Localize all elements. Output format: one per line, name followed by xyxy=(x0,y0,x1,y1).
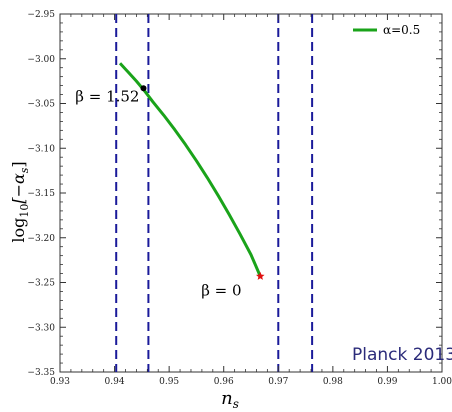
x-tick-label: 0.97 xyxy=(268,377,288,387)
x-axis-label: ns xyxy=(221,388,239,411)
beta-annotation: β = 0 xyxy=(201,282,241,300)
x-tick-label: 0.96 xyxy=(214,377,234,387)
chart-frame-layer xyxy=(59,13,443,373)
plot-frame xyxy=(59,13,443,373)
ticks-layer: 0.93 0.94 0.95 0.96 0.97 0.98 0.99 1.00 −3.35 −3.… xyxy=(27,10,452,387)
y-axis-label: log10[−αs] xyxy=(9,161,31,242)
y-tick-label: −3.30 xyxy=(27,323,55,333)
x-tick-label: 0.94 xyxy=(105,377,125,387)
y-tick-label: −3.35 xyxy=(27,368,55,378)
legend: α=0.5 xyxy=(353,23,420,37)
y-tick-label: −3.10 xyxy=(27,144,55,154)
series-layer xyxy=(118,62,262,277)
y-tick-label: −3.00 xyxy=(27,55,55,65)
planck-badge: Planck 2013 xyxy=(352,345,452,365)
x-tick-label: 0.98 xyxy=(323,377,343,387)
point-marker xyxy=(140,85,147,92)
points-layer xyxy=(140,85,265,280)
planck-bounds-layer xyxy=(115,14,314,372)
y-tick-label: −3.25 xyxy=(27,279,55,289)
endpoint-star-marker xyxy=(256,271,265,280)
beta-annotation: β = 1.52 xyxy=(75,87,139,105)
x-tick-label: 1.00 xyxy=(432,377,452,387)
y-tick-label: −3.15 xyxy=(27,189,55,199)
annotations-layer: β = 1.52 β = 0 xyxy=(75,87,241,299)
x-tick-label: 0.99 xyxy=(377,377,397,387)
series-line xyxy=(118,62,262,277)
legend-label: α=0.5 xyxy=(383,23,420,37)
x-tick-label: 0.95 xyxy=(159,377,179,387)
y-tick-label: −3.05 xyxy=(27,100,55,110)
y-tick-label: −3.20 xyxy=(27,234,55,244)
y-tick-label: −2.95 xyxy=(27,10,55,20)
x-tick-label: 0.93 xyxy=(50,377,70,387)
